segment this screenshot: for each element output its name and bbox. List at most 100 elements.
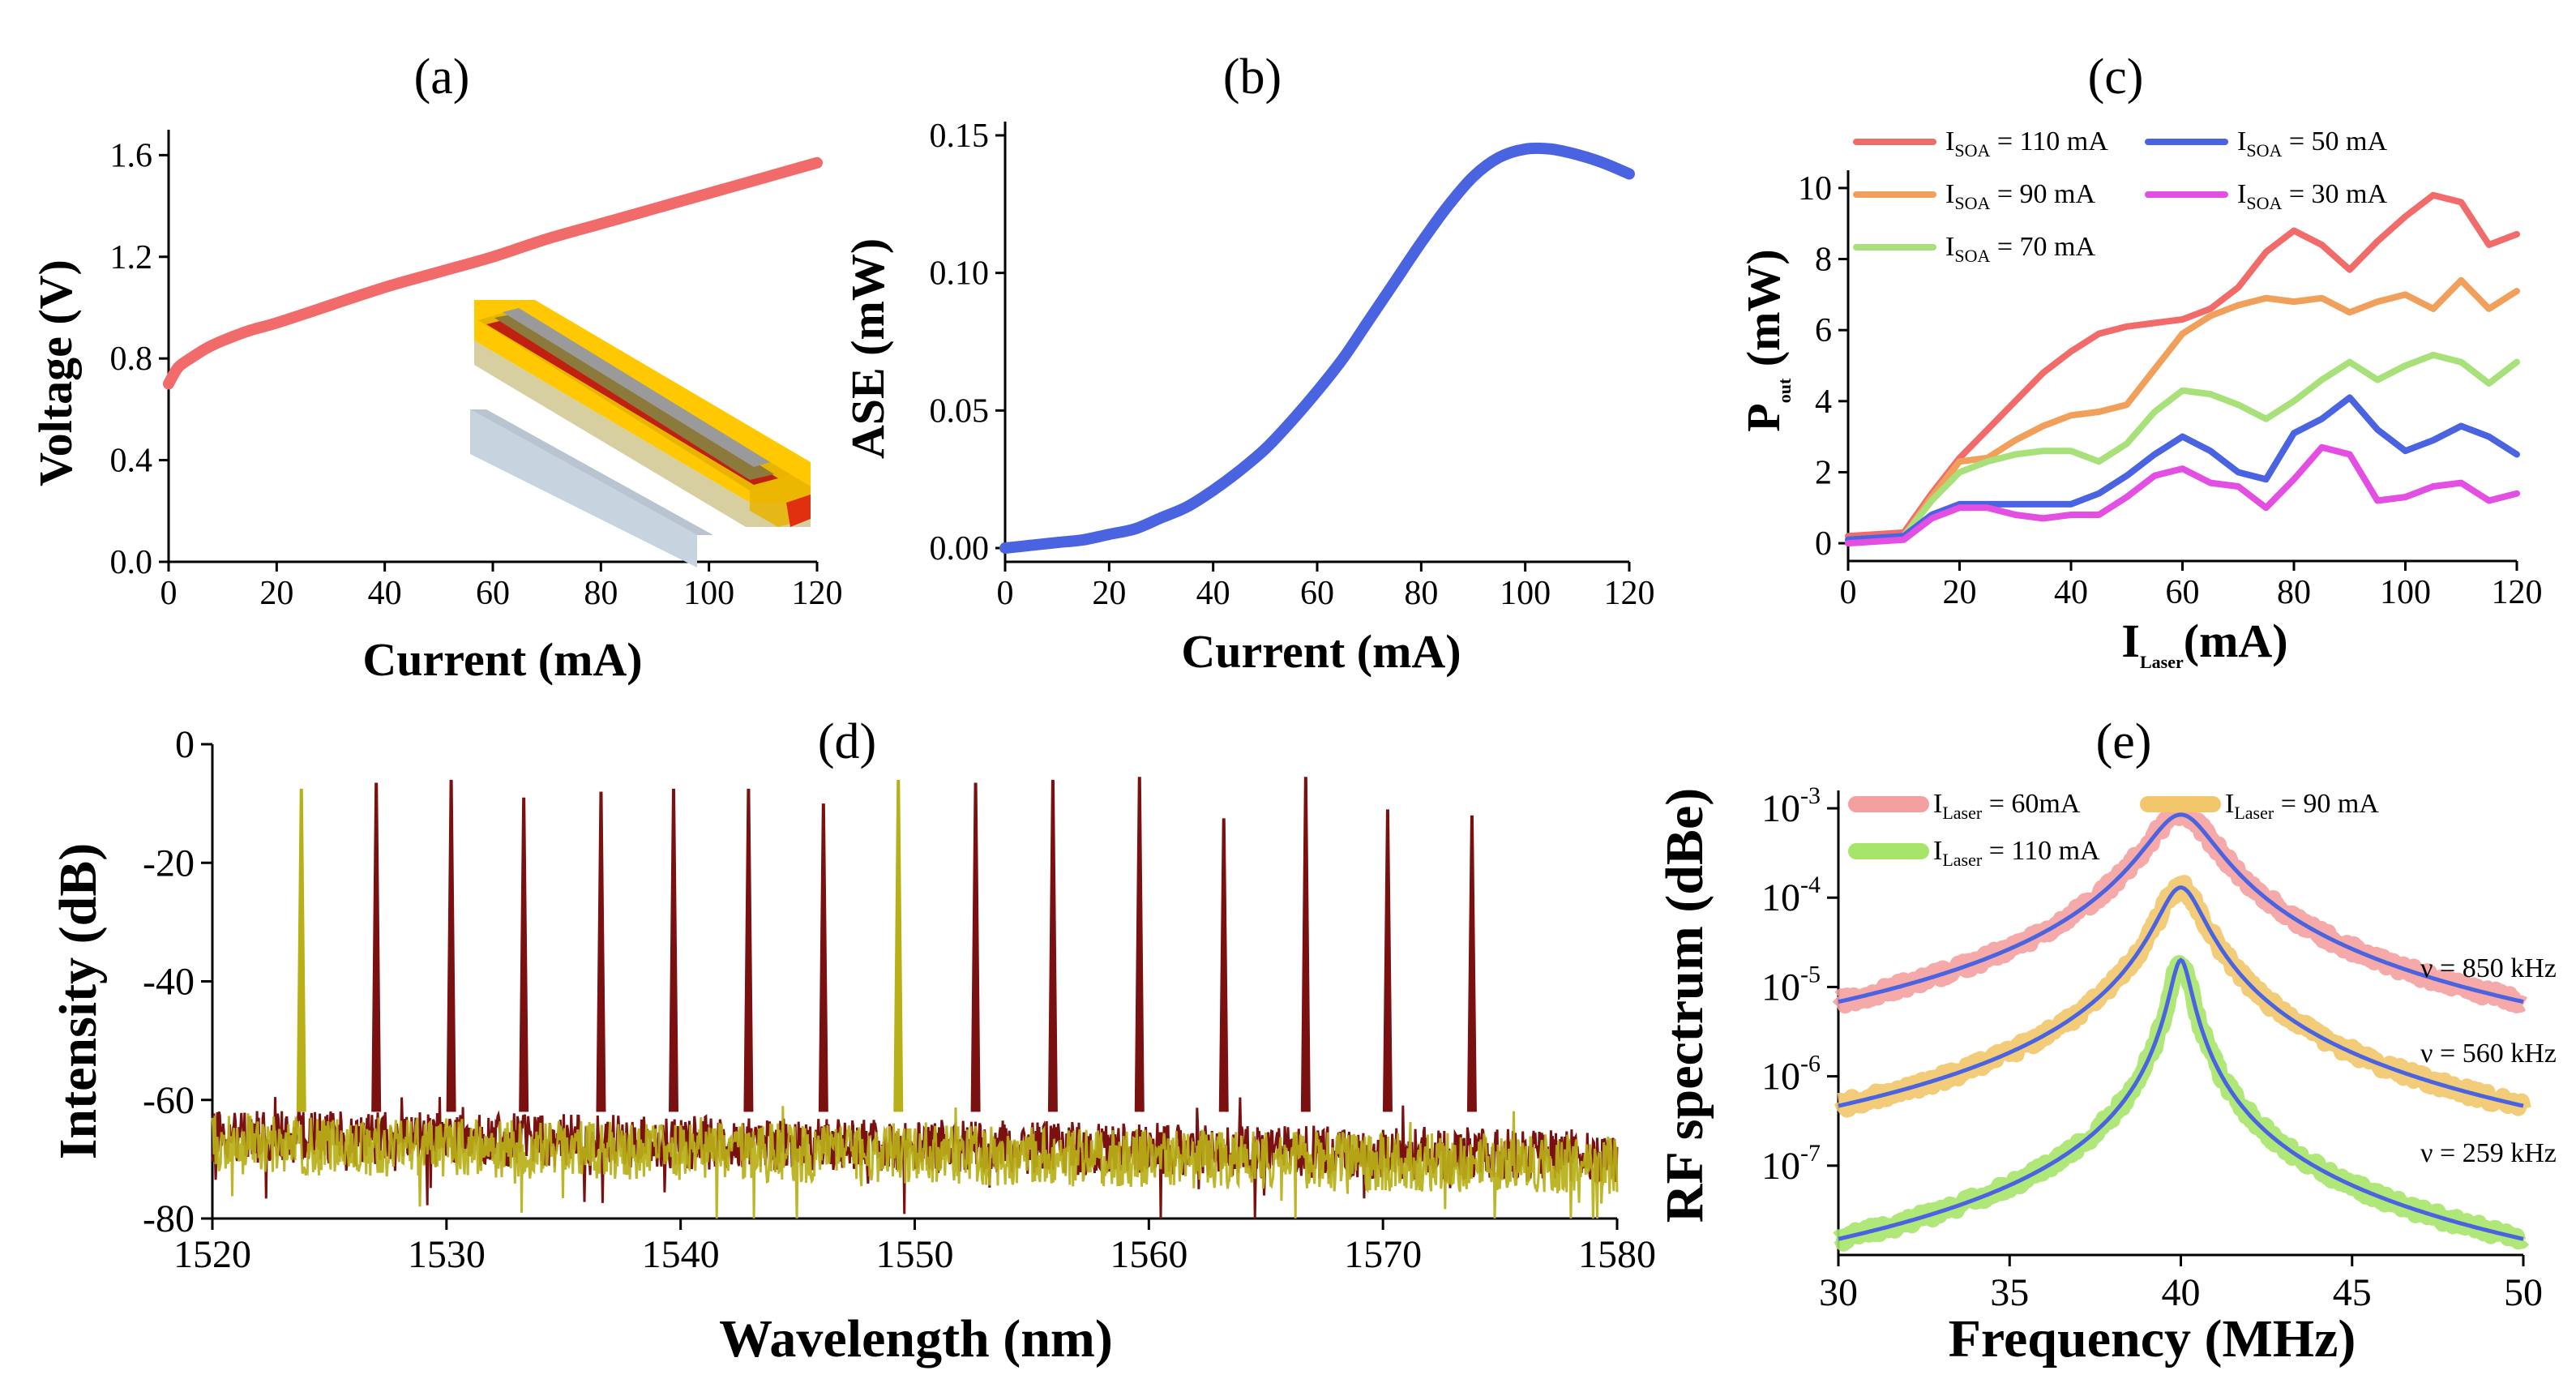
panel-b-axes: 0 20 40 60 80 100 120 0.00 0.05 0.10 0.15	[930, 118, 1655, 612]
y-tick-label: 10-4	[1761, 872, 1821, 919]
rf-lorentz-fit-1	[1838, 885, 2524, 1108]
panel-e: (e) 30 35 40 45 50 10-3 10-4 10-5 10-6 10-7 ν = 85…	[1655, 714, 2557, 1368]
y-tick-label: 6	[1815, 312, 1832, 349]
x-tick-label: 45	[2333, 1271, 2372, 1314]
x-tick-label: 120	[2492, 574, 2543, 611]
linewidth-annotation: ν = 850 kHz	[2420, 953, 2557, 983]
panel-b-label: (b)	[1223, 49, 1282, 105]
spectral-peak-2	[446, 779, 456, 1112]
voltage-curve	[163, 156, 823, 390]
x-tick-label: 50	[2504, 1271, 2543, 1314]
panel-c-legend: ISOA = 110 mA ISOA = 90 mA ISOA = 70 mA ISO…	[1853, 126, 2387, 266]
panel-d-ylabel: Intensity (dB)	[49, 843, 108, 1160]
x-tick-label: 40	[1196, 575, 1230, 612]
legend-label: ISOA = 70 mA	[1945, 232, 2095, 266]
device-schematic-inset	[470, 300, 811, 568]
x-tick-label: 80	[2277, 574, 2311, 611]
spectral-peak-13	[1300, 777, 1311, 1112]
spectral-peak-9	[970, 782, 981, 1112]
pout-series-4	[1845, 443, 2520, 547]
y-tick-label: -20	[143, 842, 195, 884]
panel-d-axes: 1520 1530 1540 1550 1560 1570 1580 0 -20 -40 -60 -8…	[143, 723, 1656, 1276]
y-tick-label: 0	[175, 723, 195, 766]
x-tick-label: 20	[1943, 574, 1977, 611]
legend-label: ILaser = 110 mA	[1933, 836, 2100, 870]
y-tick-label: 0.0	[110, 544, 153, 581]
spectral-peak-5	[669, 788, 679, 1112]
x-tick-label: 0	[1840, 574, 1857, 611]
x-tick-label: 1550	[876, 1233, 954, 1276]
panel-a-xlabel: Current (mA)	[362, 633, 642, 686]
y-tick-label: 10-5	[1761, 961, 1821, 1009]
x-tick-label: 100	[683, 575, 734, 612]
pout-series-2	[1845, 351, 2520, 543]
y-tick-label: 2	[1815, 454, 1832, 491]
y-tick-label: 0.00	[930, 530, 990, 568]
y-tick-label: -60	[143, 1079, 195, 1122]
spectral-peak-11	[1134, 777, 1145, 1112]
legend-label: ISOA = 30 mA	[2237, 179, 2387, 213]
x-tick-label: 80	[1404, 575, 1438, 612]
x-tick-label: 20	[259, 575, 293, 612]
x-tick-label: 60	[2166, 574, 2200, 611]
rf-lorentz-fit-0	[1838, 812, 2524, 1004]
legend-label: ILaser = 60mA	[1933, 789, 2081, 823]
x-tick-label: 35	[1990, 1271, 2029, 1314]
y-tick-label: 1.2	[110, 239, 153, 276]
x-tick-label: 40	[368, 575, 402, 612]
x-tick-label: 20	[1092, 575, 1126, 612]
y-tick-label: 10-7	[1761, 1140, 1821, 1188]
pout-series-0	[1845, 191, 2520, 540]
spectral-peak-0	[296, 788, 306, 1112]
panel-e-label: (e)	[2096, 714, 2152, 769]
panel-e-xlabel: Frequency (MHz)	[1949, 1309, 2356, 1368]
x-tick-label: 100	[2380, 574, 2431, 611]
x-tick-label: 120	[792, 575, 843, 612]
y-tick-label: 0.8	[110, 341, 153, 378]
panel-c-label: (c)	[2088, 49, 2144, 105]
spectral-peak-15	[1466, 815, 1477, 1112]
spectral-peak-12	[1218, 818, 1229, 1112]
panel-d-xlabel: Wavelength (nm)	[719, 1309, 1113, 1368]
x-tick-label: 60	[476, 575, 510, 612]
spectral-peak-3	[519, 797, 529, 1112]
x-tick-label: 30	[1819, 1271, 1858, 1314]
x-tick-label: 0	[160, 575, 178, 612]
panel-a-axes: 0 20 40 60 80 100 120 0.0 0.4 0.8 1.2 1.6	[110, 130, 843, 612]
linewidth-annotation: ν = 259 kHz	[2420, 1138, 2557, 1168]
panel-a-ylabel: Voltage (V)	[29, 259, 82, 486]
x-tick-label: 1530	[408, 1233, 486, 1276]
linewidth-annotation: ν = 560 kHz	[2420, 1039, 2557, 1069]
y-tick-label: 10-6	[1761, 1051, 1821, 1099]
panel-c-xlabel: ILaser(mA)	[2121, 615, 2287, 672]
x-tick-label: 0	[997, 575, 1014, 612]
x-tick-label: 120	[1604, 575, 1655, 612]
panel-e-axes: 30 35 40 45 50 10-3 10-4 10-5 10-6 10-7 ν = 850 kH…	[1761, 782, 2557, 1314]
spectral-peak-8	[893, 779, 904, 1112]
panel-d: (d) 1520 1530 1540 1550 1560 1570 1580 0 -20 -40 -…	[49, 714, 1656, 1368]
legend-label: ILaser = 90 mA	[2225, 789, 2379, 823]
panel-e-ylabel: RF spectrum (dBe)	[1655, 788, 1714, 1223]
x-tick-label: 40	[2162, 1271, 2201, 1314]
x-tick-label: 1560	[1110, 1233, 1187, 1276]
x-tick-label: 1570	[1344, 1233, 1422, 1276]
panel-a: (a) 0 20 40 60 80 100 120 0.0 0.4 0.8 1.2 1.6 Curre…	[29, 49, 843, 686]
x-tick-label: 1520	[173, 1233, 251, 1276]
y-tick-label: 10-3	[1761, 782, 1821, 830]
panel-d-label: (d)	[818, 714, 876, 769]
y-tick-label: 4	[1815, 383, 1832, 421]
pout-series-1	[1845, 276, 2520, 543]
legend-label: ISOA = 90 mA	[1945, 179, 2095, 213]
x-tick-label: 1540	[642, 1233, 720, 1276]
panel-c-ylabel: Pout (mW)	[1737, 249, 1795, 431]
spectral-peak-4	[596, 791, 606, 1112]
panel-e-legend: ILaser = 60mA ILaser = 90 mA ILaser = 110 …	[1848, 789, 2379, 870]
y-tick-label: 0.05	[930, 392, 990, 430]
panel-b: (b) 0 20 40 60 80 100 120 0.00 0.05 0.10 0.15 Curr…	[841, 49, 1655, 678]
panel-c-axes: 0 20 40 60 80 100 120 0 2 4 6 8 10	[1798, 170, 2543, 611]
x-tick-label: 80	[584, 575, 618, 612]
legend-label: ISOA = 110 mA	[1945, 126, 2108, 161]
panel-b-xlabel: Current (mA)	[1181, 625, 1461, 678]
spectrum-noise-olive	[211, 1106, 1619, 1219]
